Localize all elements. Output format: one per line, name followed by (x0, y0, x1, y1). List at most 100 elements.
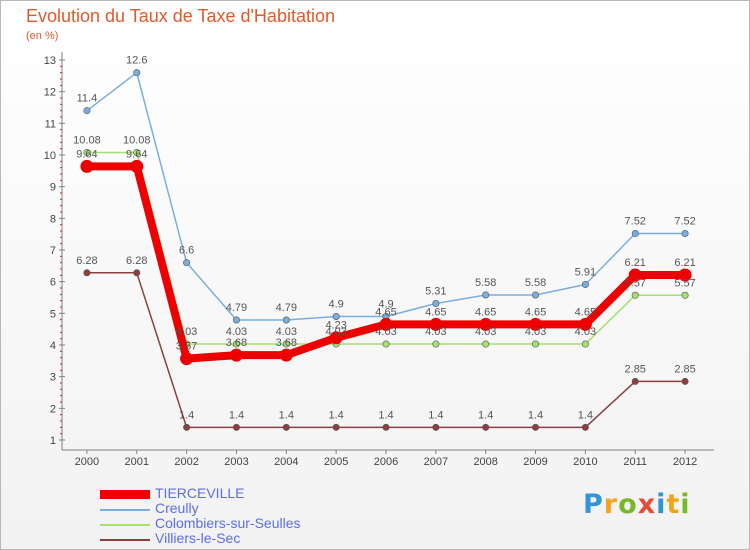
data-label: 4.9 (329, 299, 344, 311)
data-point (229, 348, 243, 362)
data-label: 4.03 (176, 326, 197, 338)
data-label: 1.4 (478, 409, 493, 421)
data-label: 4.65 (575, 306, 596, 318)
x-tick-label: 2003 (224, 456, 248, 468)
proxiti-logo: Proxiti (583, 489, 691, 520)
data-point (133, 69, 141, 77)
data-point (382, 340, 390, 348)
data-point (133, 269, 141, 277)
data-label: 1.4 (378, 409, 393, 421)
data-label: 5.31 (425, 286, 446, 298)
data-label: 9.64 (126, 148, 147, 160)
data-point (578, 317, 592, 331)
data-label: 4.03 (375, 326, 396, 338)
data-label: 4.65 (475, 306, 496, 318)
y-tick-label: 11 (45, 118, 56, 130)
y-tick-label: 3 (50, 372, 56, 384)
x-tick-label: 2001 (125, 456, 149, 468)
data-label: 1.4 (578, 409, 593, 421)
data-point (479, 317, 493, 331)
data-point (133, 148, 141, 156)
data-point (581, 340, 589, 348)
data-point (532, 291, 540, 299)
data-label: 4.79 (276, 302, 297, 314)
data-point (432, 300, 440, 308)
data-point (232, 316, 240, 324)
data-point (681, 377, 689, 385)
data-point (581, 281, 589, 289)
y-tick-label: 6 (50, 277, 56, 289)
x-tick-label: 2010 (573, 456, 597, 468)
data-point (678, 268, 692, 282)
y-tick-label: 12 (44, 87, 56, 99)
chart-subtitle: (en %) (26, 30, 59, 42)
data-point (681, 291, 689, 299)
data-label: 7.52 (625, 216, 646, 228)
data-point (382, 423, 390, 431)
data-point (482, 340, 490, 348)
data-label: 4.65 (375, 306, 396, 318)
data-label: 1.4 (279, 409, 294, 421)
data-label: 4.23 (325, 320, 346, 332)
data-point (432, 423, 440, 431)
y-tick-label: 8 (50, 213, 56, 225)
data-label: 6.28 (126, 255, 147, 267)
data-label: 4.03 (226, 326, 247, 338)
legend-swatch (100, 524, 150, 526)
data-label: 4.65 (525, 306, 546, 318)
x-tick-label: 2006 (374, 456, 398, 468)
x-tick-label: 2000 (75, 456, 99, 468)
data-point (279, 348, 293, 362)
data-point (80, 159, 94, 173)
data-label: 1.4 (229, 409, 244, 421)
data-point (282, 340, 290, 348)
x-tick-label: 2011 (623, 456, 647, 468)
data-label: 4.9 (378, 299, 393, 311)
data-label: 2.85 (674, 363, 695, 375)
data-label: 10.08 (123, 134, 151, 146)
data-point (581, 423, 589, 431)
y-tick-label: 4 (50, 340, 56, 352)
data-point (529, 317, 543, 331)
legend-label: Villiers-le-Sec (155, 530, 241, 546)
data-point (532, 423, 540, 431)
data-point (628, 268, 642, 282)
data-point (183, 423, 191, 431)
data-label: 4.03 (575, 326, 596, 338)
legend-label: Colombiers-sur-Seulles (155, 515, 301, 531)
data-label: 3.57 (176, 341, 197, 353)
data-point (332, 423, 340, 431)
data-label: 4.03 (425, 326, 446, 338)
x-tick-label: 2002 (174, 456, 198, 468)
data-label: 4.65 (425, 306, 446, 318)
x-tick-label: 2005 (324, 456, 348, 468)
data-label: 6.21 (674, 257, 695, 269)
x-tick-label: 2012 (673, 456, 697, 468)
data-label: 1.4 (528, 409, 543, 421)
data-label: 4.03 (475, 326, 496, 338)
data-point (631, 230, 639, 238)
data-label: 3.68 (276, 337, 297, 349)
data-label: 11.4 (77, 93, 98, 105)
data-label: 5.57 (674, 277, 695, 289)
data-point (83, 269, 91, 277)
data-label: 12.6 (126, 55, 147, 67)
x-tick-label: 2009 (523, 456, 547, 468)
x-tick-label: 2007 (424, 456, 448, 468)
data-point (232, 340, 240, 348)
data-label: 4.03 (325, 326, 346, 338)
legend-swatch (100, 509, 150, 511)
legend-swatch (100, 490, 150, 499)
data-point (329, 331, 343, 345)
legend-label: Creully (155, 500, 199, 516)
data-label: 4.03 (276, 326, 297, 338)
data-point (232, 423, 240, 431)
data-point (532, 340, 540, 348)
data-label: 3.68 (226, 337, 247, 349)
x-tick-label: 2008 (473, 456, 497, 468)
data-point (83, 107, 91, 115)
data-point (83, 148, 91, 156)
data-label: 4.79 (226, 302, 247, 314)
data-label: 9.64 (76, 148, 97, 160)
